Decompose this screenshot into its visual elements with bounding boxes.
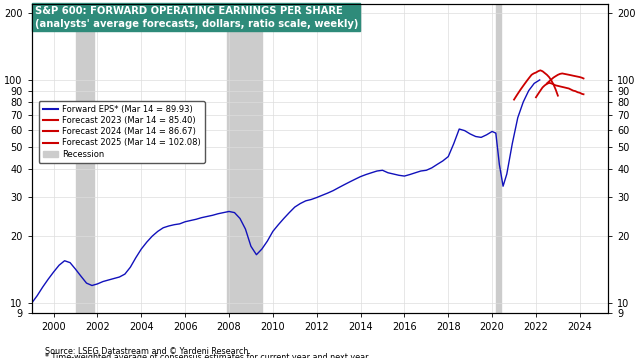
Bar bbox=[227, 4, 262, 313]
Legend: Forward EPS* (Mar 14 = 89.93), Forecast 2023 (Mar 14 = 85.40), Forecast 2024 (Ma: Forward EPS* (Mar 14 = 89.93), Forecast … bbox=[39, 101, 205, 163]
Bar bbox=[76, 4, 93, 313]
Text: Source: LSEG Datastream and © Yardeni Research.: Source: LSEG Datastream and © Yardeni Re… bbox=[45, 347, 251, 356]
Text: * Time-weighted average of consensus estimates for current year and next year.: * Time-weighted average of consensus est… bbox=[45, 353, 370, 358]
Bar bbox=[496, 4, 501, 313]
Text: S&P 600: FORWARD OPERATING EARNINGS PER SHARE
(analysts' average forecasts, doll: S&P 600: FORWARD OPERATING EARNINGS PER … bbox=[35, 6, 358, 29]
